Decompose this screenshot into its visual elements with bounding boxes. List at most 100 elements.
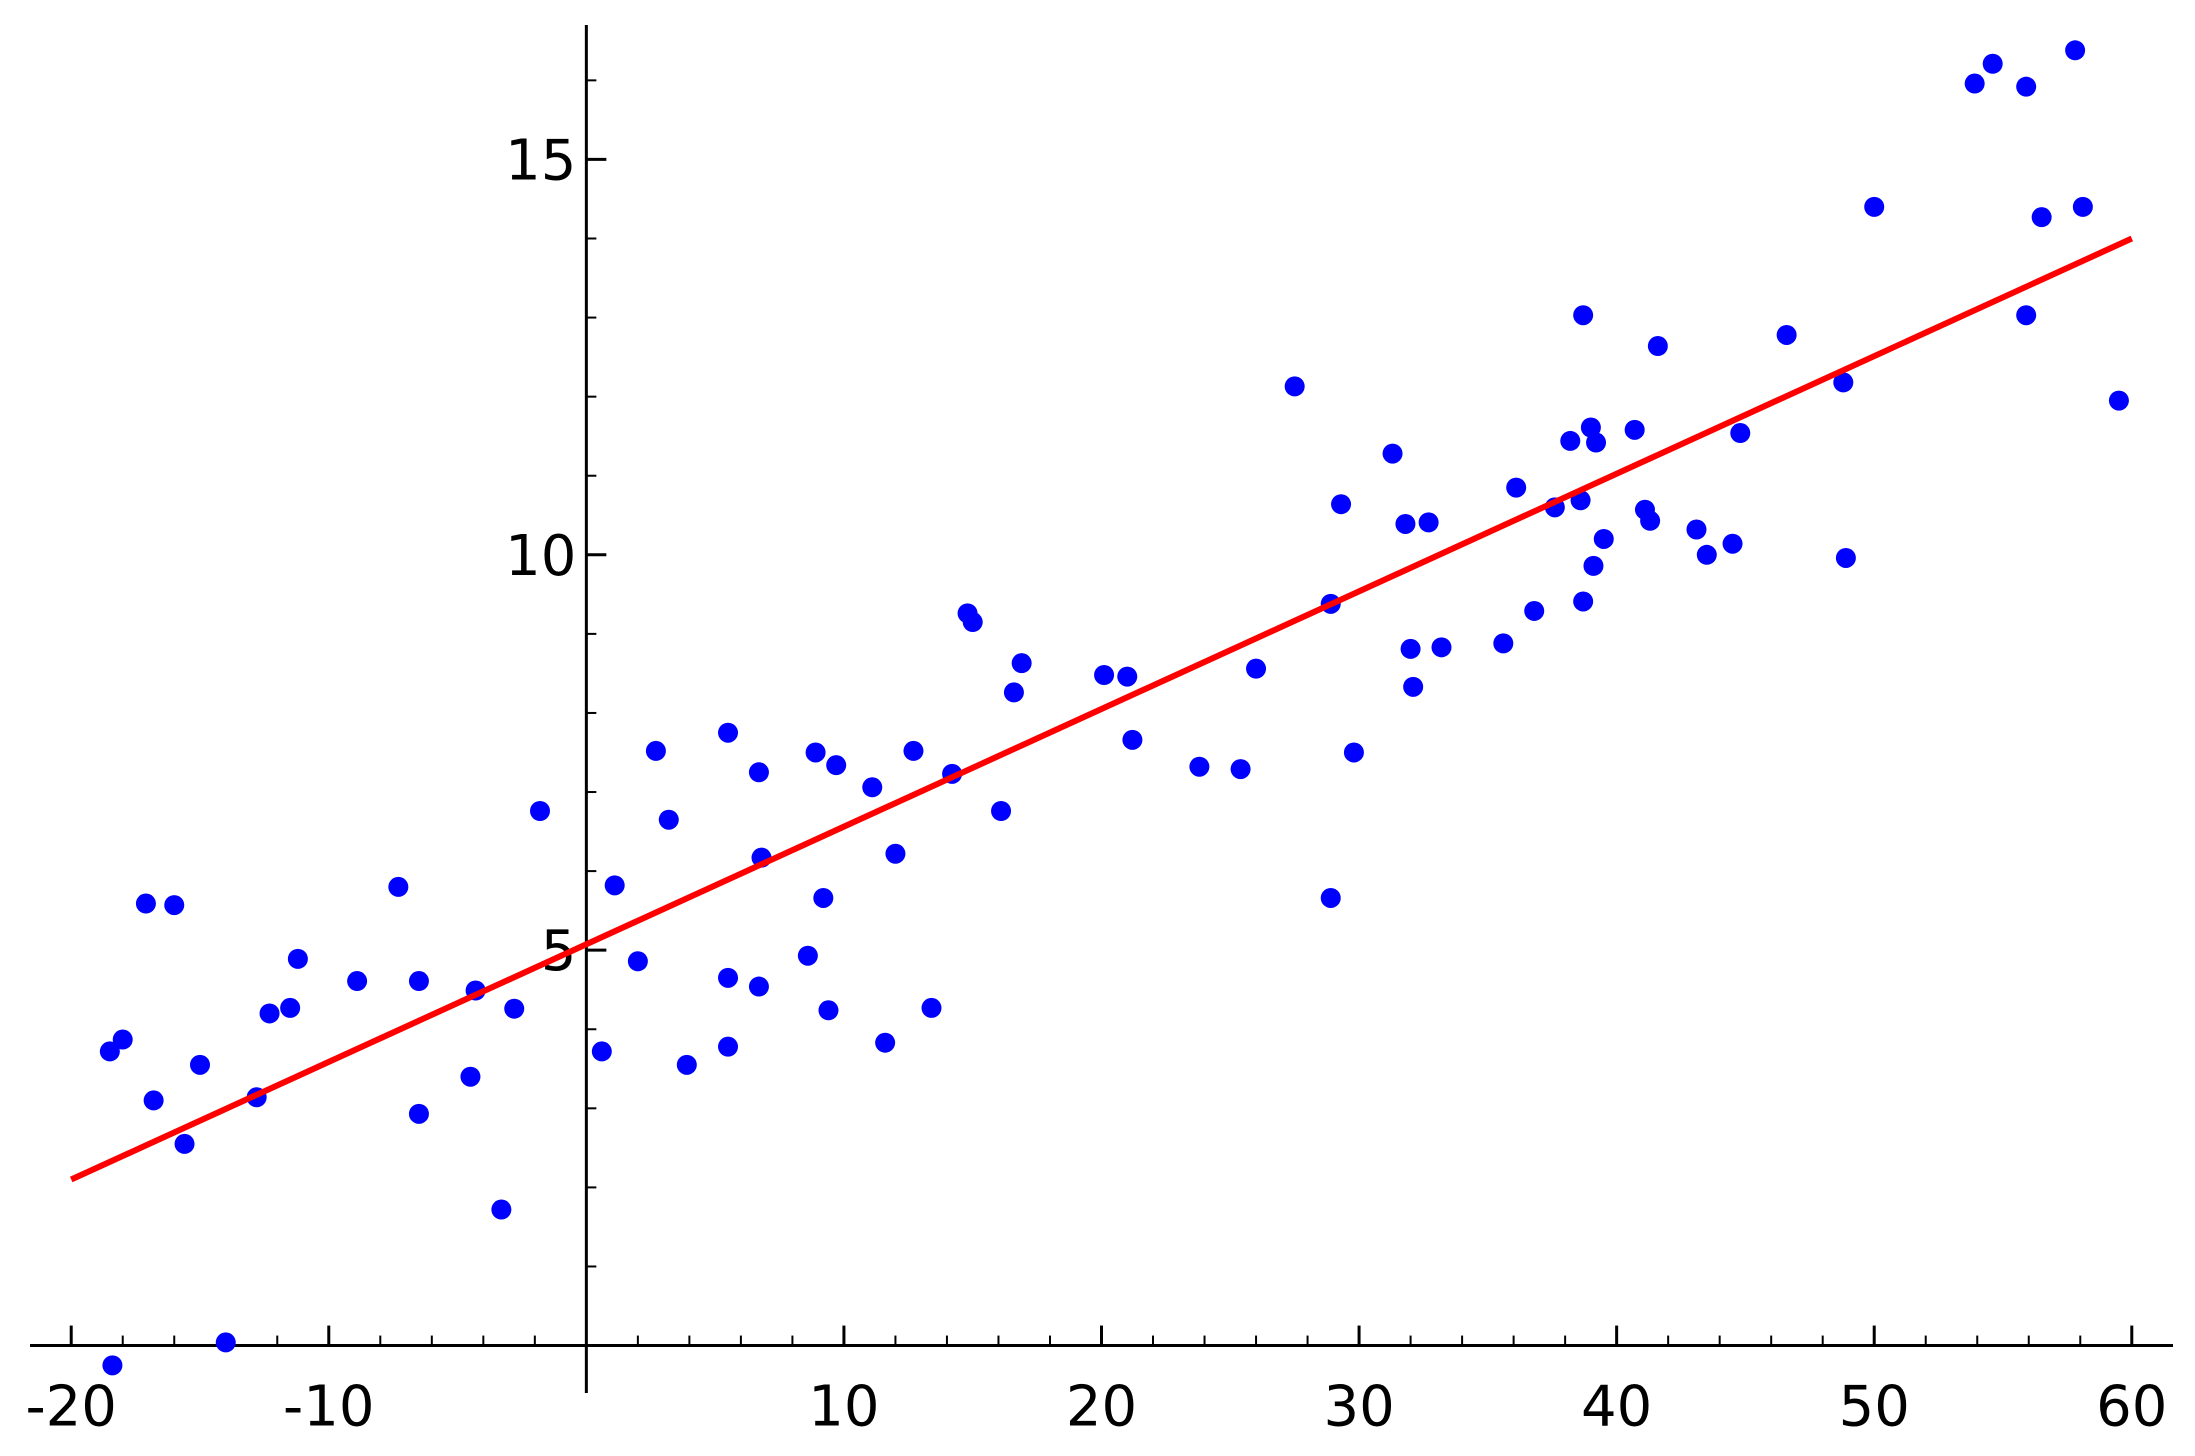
point <box>1246 658 1267 679</box>
point <box>1696 544 1717 565</box>
point <box>862 777 883 798</box>
x-tick-label: 60 <box>2096 1375 2167 1440</box>
point <box>1573 305 1594 326</box>
point <box>627 951 648 972</box>
point <box>1418 512 1439 533</box>
point <box>2108 390 2129 411</box>
point <box>1580 417 1601 438</box>
point <box>797 945 818 966</box>
point <box>99 1041 120 1062</box>
point <box>1343 742 1364 763</box>
point <box>174 1133 195 1154</box>
point <box>280 997 301 1018</box>
point <box>1864 196 1885 217</box>
point <box>921 997 942 1018</box>
point <box>676 1054 697 1075</box>
point <box>818 1000 839 1021</box>
point <box>112 1029 133 1050</box>
point <box>2031 207 2052 228</box>
point <box>1003 682 1024 703</box>
point <box>1982 53 2003 74</box>
point <box>408 971 429 992</box>
point <box>1400 638 1421 659</box>
point <box>1624 419 1645 440</box>
point <box>1583 555 1604 576</box>
point <box>1647 336 1668 357</box>
point <box>408 1103 429 1124</box>
point <box>805 742 826 763</box>
point <box>903 740 924 761</box>
point <box>1320 887 1341 908</box>
point <box>1094 664 1115 685</box>
point <box>2072 196 2093 217</box>
point <box>1395 513 1416 534</box>
point <box>491 1199 512 1220</box>
point <box>2065 40 2086 61</box>
point <box>591 1041 612 1062</box>
point <box>347 971 368 992</box>
point <box>1593 528 1614 549</box>
point <box>1524 600 1545 621</box>
point <box>143 1090 164 1111</box>
point <box>826 755 847 776</box>
point <box>1586 432 1607 453</box>
point <box>2016 305 2037 326</box>
point <box>718 1036 739 1057</box>
point <box>1640 510 1661 531</box>
point <box>645 740 666 761</box>
x-tick-label: 50 <box>1839 1375 1910 1440</box>
point <box>1382 443 1403 464</box>
point <box>1835 547 1856 568</box>
point <box>885 843 906 864</box>
point <box>1722 533 1743 554</box>
point <box>1493 633 1514 654</box>
point <box>962 612 983 633</box>
point <box>1117 666 1138 687</box>
point <box>1730 423 1751 444</box>
point <box>102 1355 123 1376</box>
x-tick-label: -20 <box>25 1375 116 1440</box>
point <box>813 887 834 908</box>
point <box>1833 372 1854 393</box>
point <box>1331 494 1352 515</box>
point <box>259 1003 280 1024</box>
y-tick-label: 10 <box>505 524 576 589</box>
point <box>875 1032 896 1053</box>
point <box>1776 324 1797 345</box>
point <box>748 762 769 783</box>
point <box>189 1054 210 1075</box>
point <box>658 809 679 830</box>
point <box>1573 591 1594 612</box>
fit-line <box>69 235 2134 1183</box>
point <box>1189 756 1210 777</box>
point <box>604 875 625 896</box>
point <box>287 948 308 969</box>
point <box>1230 759 1251 780</box>
point <box>460 1066 481 1087</box>
point <box>1560 430 1581 451</box>
point <box>718 722 739 743</box>
point <box>1284 376 1305 397</box>
x-tick-label: 40 <box>1581 1375 1652 1440</box>
y-tick-label: 15 <box>505 128 576 193</box>
point <box>718 967 739 988</box>
point <box>135 893 156 914</box>
point <box>164 895 185 916</box>
point <box>1011 653 1032 674</box>
point <box>1431 637 1452 658</box>
point <box>1506 477 1527 498</box>
x-tick-label: 30 <box>1323 1375 1394 1440</box>
point <box>1964 73 1985 94</box>
point <box>991 801 1012 822</box>
x-tick-label: 20 <box>1066 1375 1137 1440</box>
point <box>1686 519 1707 540</box>
x-tick-label: -10 <box>283 1375 374 1440</box>
point <box>1122 729 1143 750</box>
point <box>215 1332 236 1353</box>
point <box>1403 676 1424 697</box>
point <box>529 801 550 822</box>
point <box>748 976 769 997</box>
point <box>2016 76 2037 97</box>
